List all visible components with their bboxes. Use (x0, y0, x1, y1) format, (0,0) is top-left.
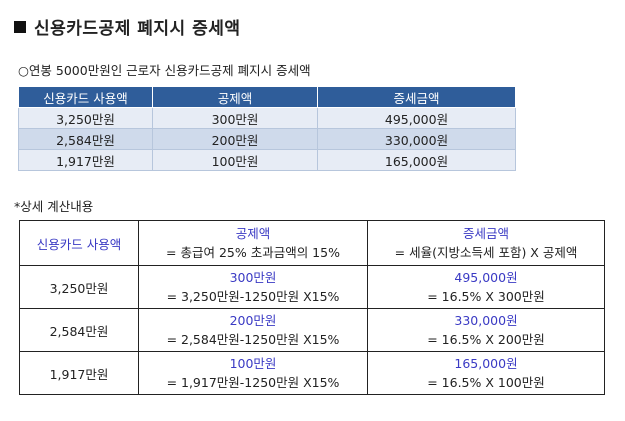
summary-cell-usage: 2,584만원 (18, 128, 153, 150)
detail-cell-usage: 1,917만원 (19, 351, 139, 395)
summary-cell-tax: 165,000원 (317, 149, 516, 171)
detail-header-deduction-formula: = 총급여 25% 초과금액의 15% (166, 245, 340, 260)
table-row: 2,584만원 200만원 = 2,584만원-1250만원 X15% 330,… (19, 308, 605, 352)
summary-cell-usage: 1,917만원 (18, 149, 153, 171)
summary-header-tax: 증세금액 (317, 86, 516, 108)
detail-cell-tax: 495,000원 = 16.5% X 300만원 (367, 265, 605, 309)
detail-header-row: 신용카드 사용액 공제액 = 총급여 25% 초과금액의 15% 증세금액 = … (19, 220, 605, 266)
detail-cell-usage: 3,250만원 (19, 265, 139, 309)
detail-header-deduction: 공제액 = 총급여 25% 초과금액의 15% (138, 220, 368, 266)
detail-cell-deduction: 100만원 = 1,917만원-1250만원 X15% (138, 351, 368, 395)
page-title-text: 신용카드공제 폐지시 증세액 (34, 19, 241, 39)
detail-header-deduction-title: 공제액 (235, 226, 271, 241)
detail-deduction-calc: = 2,584만원-1250만원 X15% (166, 332, 340, 347)
detail-tax-calc: = 16.5% X 300만원 (427, 289, 545, 304)
summary-header-deduction: 공제액 (152, 86, 318, 108)
square-bullet-icon (14, 21, 26, 33)
detail-tax-value: 495,000원 (454, 270, 518, 285)
table-row: 2,584만원 200만원 330,000원 (18, 128, 516, 150)
detail-tax-calc: = 16.5% X 200만원 (427, 332, 545, 347)
summary-table: 신용카드 사용액 공제액 증세금액 3,250만원 300만원 495,000원… (18, 86, 516, 171)
summary-cell-tax: 330,000원 (317, 128, 516, 150)
detail-deduction-calc: = 1,917만원-1250만원 X15% (166, 375, 340, 390)
detail-tax-calc: = 16.5% X 100만원 (427, 375, 545, 390)
detail-tax-value: 165,000원 (454, 356, 518, 371)
detail-cell-deduction: 200만원 = 2,584만원-1250만원 X15% (138, 308, 368, 352)
summary-cell-usage: 3,250만원 (18, 107, 153, 129)
summary-cell-deduction: 100만원 (152, 149, 318, 171)
detail-header-tax: 증세금액 = 세율(지방소득세 포함) X 공제액 (367, 220, 605, 266)
detail-header-usage: 신용카드 사용액 (19, 220, 139, 266)
table-row: 1,917만원 100만원 165,000원 (18, 149, 516, 171)
detail-deduction-value: 100만원 (229, 356, 277, 371)
detail-label: *상세 계산내용 (14, 199, 94, 214)
detail-tax-value: 330,000원 (454, 313, 518, 328)
detail-deduction-value: 200만원 (229, 313, 277, 328)
subtitle: ○연봉 5000만원인 근로자 신용카드공제 폐지시 증세액 (18, 63, 311, 78)
detail-deduction-calc: = 3,250만원-1250만원 X15% (166, 289, 340, 304)
detail-deduction-value: 300만원 (229, 270, 277, 285)
table-row: 3,250만원 300만원 = 3,250만원-1250만원 X15% 495,… (19, 265, 605, 309)
detail-header-tax-formula: = 세율(지방소득세 포함) X 공제액 (394, 245, 578, 260)
detail-header-tax-title: 증세금액 (462, 226, 509, 241)
detail-cell-deduction: 300만원 = 3,250만원-1250만원 X15% (138, 265, 368, 309)
table-row: 1,917만원 100만원 = 1,917만원-1250만원 X15% 165,… (19, 351, 605, 395)
detail-table: 신용카드 사용액 공제액 = 총급여 25% 초과금액의 15% 증세금액 = … (19, 220, 605, 395)
page-title: 신용카드공제 폐지시 증세액 (14, 14, 241, 39)
summary-cell-deduction: 300만원 (152, 107, 318, 129)
detail-cell-tax: 330,000원 = 16.5% X 200만원 (367, 308, 605, 352)
summary-header-usage: 신용카드 사용액 (18, 86, 153, 108)
detail-cell-tax: 165,000원 = 16.5% X 100만원 (367, 351, 605, 395)
summary-cell-tax: 495,000원 (317, 107, 516, 129)
summary-cell-deduction: 200만원 (152, 128, 318, 150)
table-row: 3,250만원 300만원 495,000원 (18, 107, 516, 129)
summary-header-row: 신용카드 사용액 공제액 증세금액 (18, 86, 516, 108)
detail-cell-usage: 2,584만원 (19, 308, 139, 352)
